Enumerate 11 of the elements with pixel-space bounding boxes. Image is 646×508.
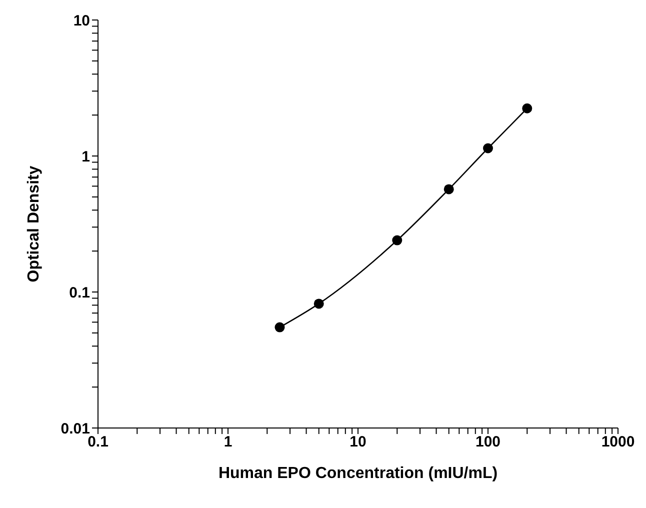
- x-tick-label: 100: [475, 434, 501, 451]
- y-tick-label: 1: [82, 148, 90, 166]
- x-tick-label: 0.1: [88, 434, 108, 451]
- y-axis-title: Optical Density: [26, 166, 43, 282]
- y-tick-label: 0.1: [69, 284, 90, 302]
- y-tick-label: 10: [73, 12, 90, 30]
- x-tick-label: 1000: [601, 434, 635, 451]
- x-tick-label: 10: [350, 434, 366, 451]
- y-tick-label: 0.01: [60, 420, 90, 438]
- x-tick-label: 1: [224, 434, 232, 451]
- x-axis-title: Human EPO Concentration (mIU/mL): [218, 465, 498, 482]
